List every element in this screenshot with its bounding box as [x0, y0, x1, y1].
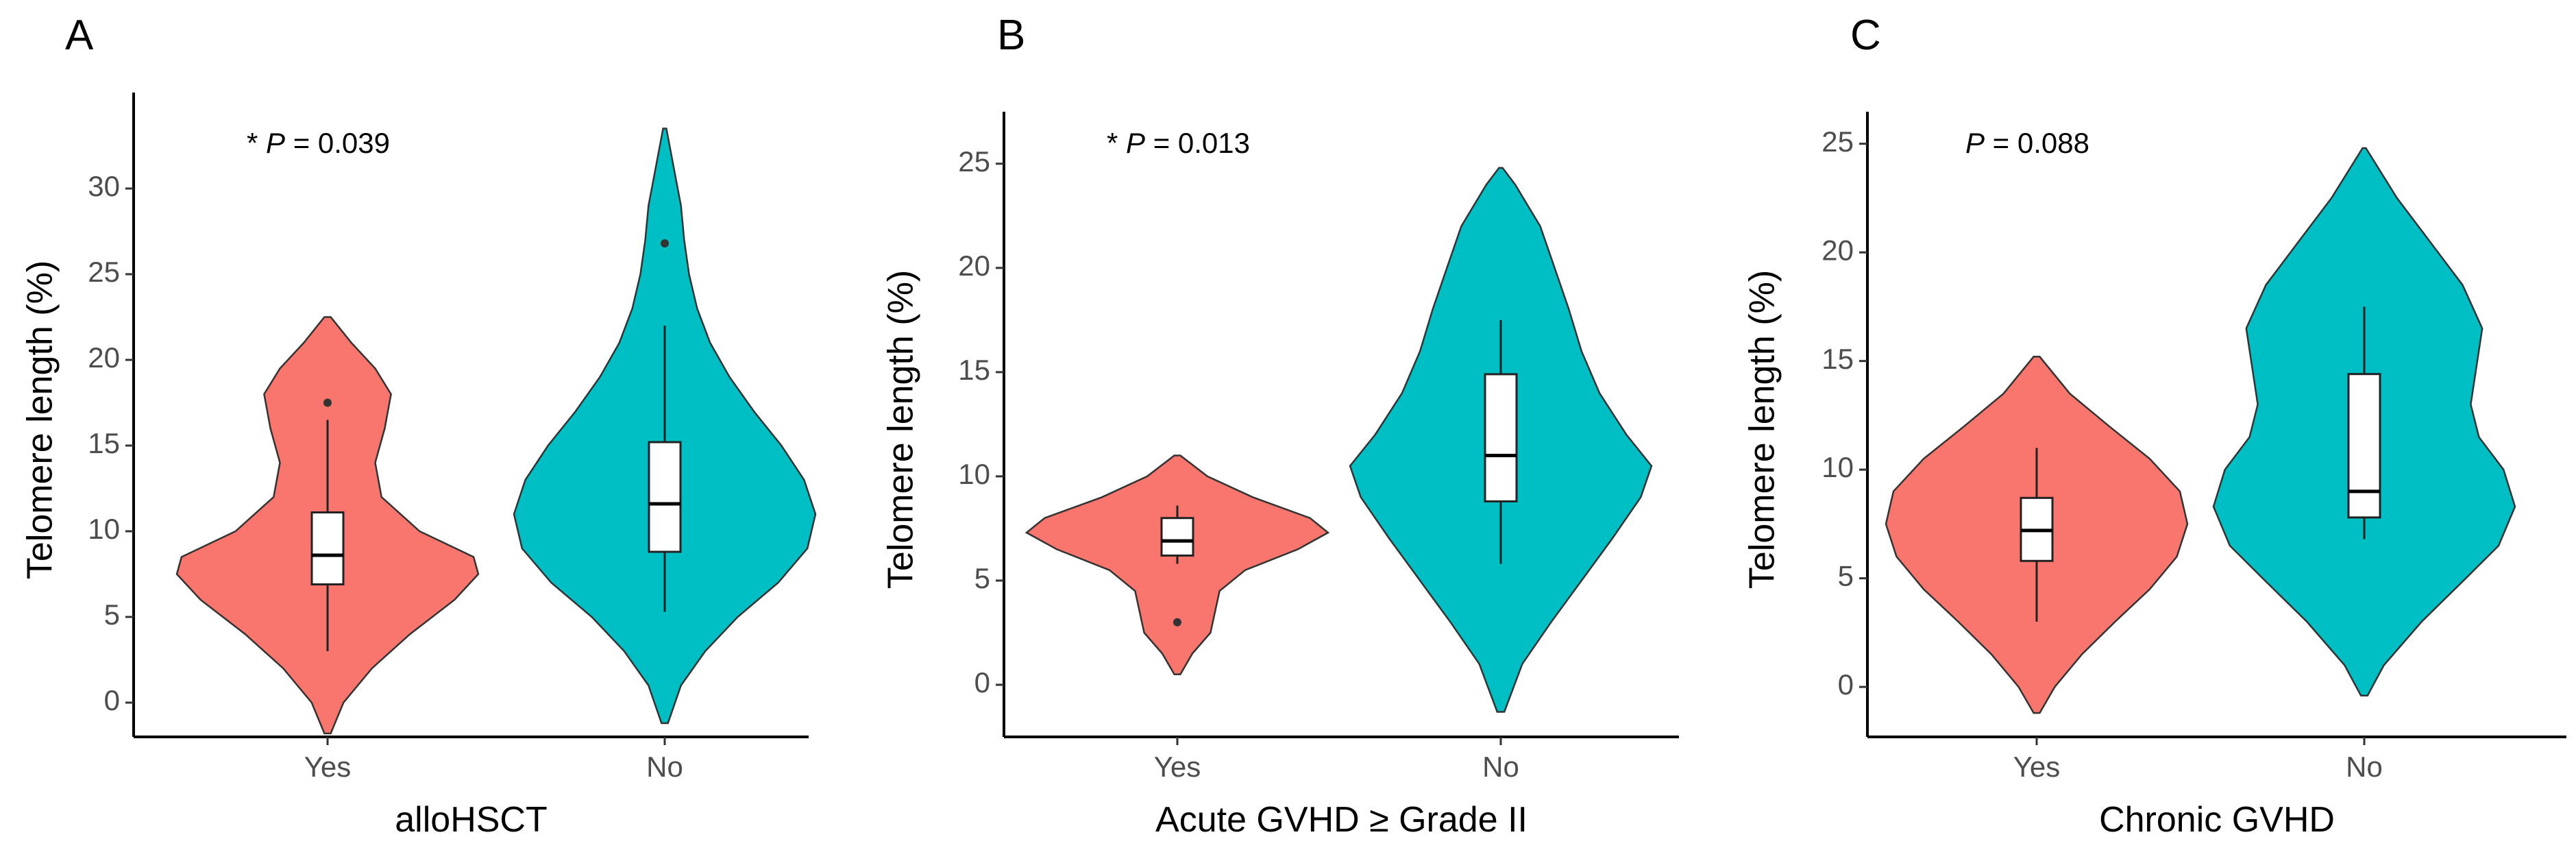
y-tick-label: 5: [104, 598, 120, 631]
x-tick-label: Yes: [2013, 751, 2061, 783]
y-tick-label: 5: [974, 562, 990, 594]
panel-b: B 0 5 10 15 20 25 Yes No Acute GVHD ≥ Grade II Tel…: [881, 12, 1679, 840]
y-tick-label: 15: [1821, 343, 1854, 375]
box-no: [1484, 373, 1518, 502]
p-value-p: P: [1126, 127, 1145, 159]
panel-a: A 0 5 10 15 20 25 30 Yes No alloHSCT Telomere lengt…: [21, 12, 817, 840]
y-tick-label: 25: [88, 256, 120, 288]
x-tick-label: No: [2346, 751, 2383, 783]
y-tick-label: 20: [958, 250, 990, 282]
y-tick-label: 25: [1821, 125, 1854, 158]
y-tick-label: 0: [974, 666, 990, 699]
x-tick-label: Yes: [1154, 751, 1201, 783]
p-value-prefix: *: [1107, 127, 1126, 159]
p-value-p: P: [1965, 127, 1985, 159]
y-tick-label: 15: [88, 427, 120, 459]
outlier-point: [323, 398, 332, 407]
y-axis-title: Telomere length (%): [1743, 270, 1782, 589]
y-tick-label: 5: [1838, 560, 1854, 592]
p-value-value: = 0.088: [1985, 127, 2089, 159]
y-axis-title: Telomere length (%): [881, 270, 921, 589]
p-value-value: = 0.039: [285, 127, 390, 159]
p-value-annotation: * P = 0.039: [247, 127, 390, 159]
y-axis-title: Telomere length (%): [21, 260, 60, 579]
y-tick-label: 15: [958, 354, 990, 386]
x-axis-title: alloHSCT: [395, 800, 548, 840]
y-tick-label: 0: [104, 684, 120, 716]
p-value-value: = 0.013: [1145, 127, 1250, 159]
y-tick-label: 20: [1821, 234, 1854, 266]
x-tick-label: Yes: [304, 751, 352, 783]
panel-letter: A: [65, 12, 94, 59]
p-value-annotation: P = 0.088: [1965, 127, 2089, 159]
x-tick-label: No: [646, 751, 683, 783]
box-no: [648, 441, 682, 553]
panel-letter: B: [997, 12, 1025, 59]
p-value-annotation: * P = 0.013: [1107, 127, 1250, 159]
p-value-prefix: *: [247, 127, 266, 159]
violin-yes: [1025, 454, 1330, 676]
y-tick-label: 10: [1821, 451, 1854, 483]
x-axis-title: Acute GVHD ≥ Grade II: [1155, 800, 1528, 840]
box-yes: [310, 511, 345, 585]
outlier-point: [661, 239, 669, 247]
y-tick-label: 30: [88, 170, 120, 202]
y-tick-label: 25: [958, 145, 990, 178]
panel-c: C 0 5 10 15 20 25 Yes No Chronic GVHD Telomere len…: [1743, 12, 2566, 840]
box-yes: [1160, 517, 1194, 557]
y-tick-label: 0: [1838, 668, 1854, 701]
panel-letter: C: [1850, 12, 1881, 59]
x-tick-label: No: [1482, 751, 1519, 783]
p-value-p: P: [266, 127, 285, 159]
y-tick-label: 10: [958, 458, 990, 490]
y-tick-label: 20: [88, 341, 120, 374]
x-axis-title: Chronic GVHD: [2099, 800, 2335, 840]
y-tick-label: 10: [88, 513, 120, 545]
box-no: [2347, 373, 2381, 519]
outlier-point: [1173, 618, 1181, 627]
